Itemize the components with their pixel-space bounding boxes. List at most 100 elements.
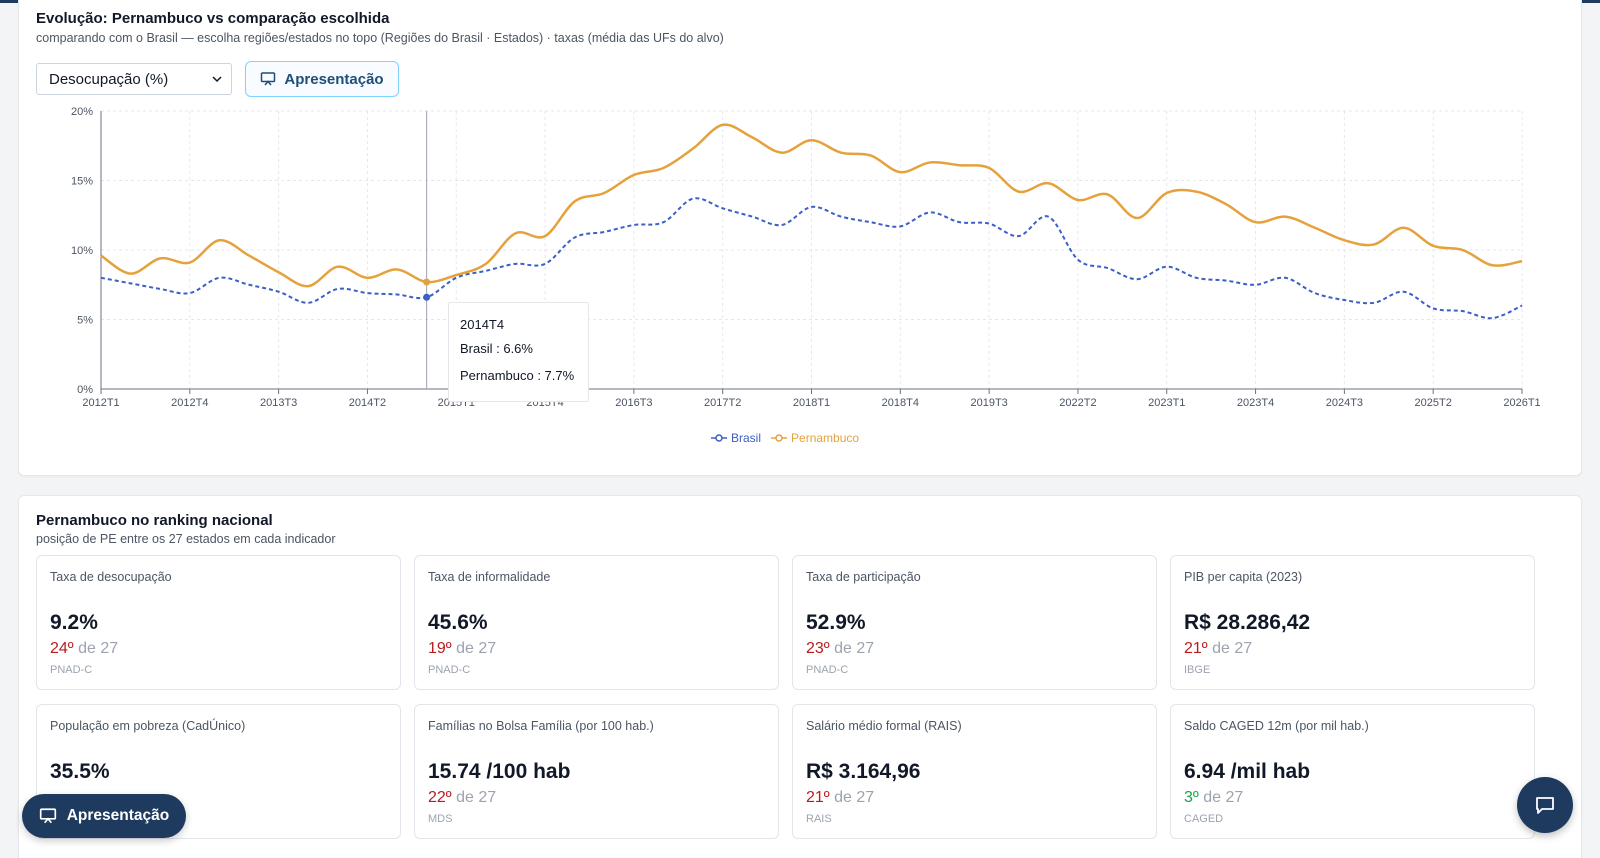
stat-rank-position: 3º: [1184, 789, 1199, 806]
stat-source: PNAD-C: [806, 664, 849, 676]
x-tick-label: 2022T2: [1059, 397, 1096, 409]
stat-value: 52.9%: [806, 611, 866, 634]
floating-presentation-button[interactable]: Apresentação: [22, 794, 186, 838]
stat-rank: 22º de 27: [428, 789, 496, 807]
stat-value: 9.2%: [50, 611, 98, 634]
tooltip-pernambuco: Pernambuco : 7.7%: [460, 368, 575, 383]
stat-rank-position: 22º: [428, 789, 452, 806]
y-tick-label: 5%: [77, 315, 93, 327]
x-tick-label: 2018T4: [882, 397, 919, 409]
stat-value: R$ 28.286,42: [1184, 611, 1311, 634]
x-tick-label: 2025T2: [1415, 397, 1452, 409]
x-tick-label: 2023T4: [1237, 397, 1274, 409]
x-tick-label: 2012T1: [82, 397, 119, 409]
legend-marker-pernambuco: [771, 434, 788, 442]
metric-select-value: Desocupação (%): [49, 70, 169, 88]
ranking-stat-card: Famílias no Bolsa Família (por 100 hab.)…: [414, 704, 779, 839]
stat-rank: 3º de 27: [1184, 789, 1243, 807]
ranking-stat-card: Taxa de informalidade 45.6% 19º de 27 PNAD-…: [414, 555, 779, 690]
stat-rank: 21º de 27: [1184, 640, 1252, 658]
x-tick-label: 2012T4: [171, 397, 208, 409]
stat-source: CAGED: [1184, 813, 1224, 825]
x-tick-label: 2024T3: [1326, 397, 1363, 409]
stat-source: MDS: [428, 813, 453, 825]
chat-icon: [1536, 797, 1554, 814]
chart-legend: Brasil Pernambuco: [711, 431, 859, 445]
stat-value: R$ 3.164,96: [806, 760, 921, 783]
chart-subtitle: comparando com o Brasil — escolha regiõe…: [36, 31, 724, 45]
stat-rank-position: 21º: [806, 789, 830, 806]
ranking-stat-card: Salário médio formal (RAIS) R$ 3.164,96 21…: [792, 704, 1157, 839]
stat-rank-position: 24º: [50, 640, 74, 657]
stat-rank-position: 19º: [428, 640, 452, 657]
hover-point-pernambuco: [423, 278, 431, 286]
x-tick-label: 2026T1: [1503, 397, 1540, 409]
x-tick-label: 2013T3: [260, 397, 297, 409]
stat-value: 15.74 /100 hab: [428, 760, 571, 783]
metric-select[interactable]: Desocupação (%): [36, 63, 232, 95]
stat-rank: 19º de 27: [428, 640, 496, 658]
stat-value: 35.5%: [50, 760, 110, 783]
legend-item-brasil[interactable]: Brasil: [711, 431, 761, 445]
stat-rank-position: 23º: [806, 640, 830, 657]
stat-label: Taxa de informalidade: [428, 570, 551, 584]
stat-label: População em pobreza (CadÚnico): [50, 719, 246, 733]
legend-label-pernambuco: Pernambuco: [791, 431, 860, 445]
x-tick-label: 2014T2: [349, 397, 386, 409]
x-tick-label: 2019T3: [970, 397, 1007, 409]
ranking-card: Pernambuco no ranking nacional posição d…: [18, 495, 1582, 858]
stat-label: Taxa de desocupação: [50, 570, 172, 584]
stat-rank: 21º de 27: [806, 789, 874, 807]
tooltip-brasil: Brasil : 6.6%: [460, 341, 533, 356]
stat-value: 45.6%: [428, 611, 488, 634]
floating-presentation-label: Apresentação: [66, 807, 170, 824]
stat-rank-total: de 27: [1203, 789, 1244, 806]
presentation-button-label: Apresentação: [284, 70, 384, 88]
legend-item-pernambuco[interactable]: Pernambuco: [771, 431, 859, 445]
y-tick-label: 20%: [71, 106, 93, 118]
stat-source: PNAD-C: [428, 664, 471, 676]
y-tick-label: 15%: [71, 176, 93, 188]
tooltip-title: 2014T4: [460, 317, 505, 332]
stat-rank-total: de 27: [1212, 640, 1253, 657]
stat-label: PIB per capita (2023): [1184, 570, 1303, 584]
legend-label-brasil: Brasil: [731, 431, 762, 445]
presentation-icon: [261, 72, 276, 86]
presentation-icon: [39, 808, 56, 824]
stat-rank-position: 21º: [1184, 640, 1208, 657]
presentation-button[interactable]: Apresentação: [245, 61, 399, 97]
series-line-brasil: [100, 197, 1523, 320]
chart-card: Evolução: Pernambuco vs comparação escol…: [18, 0, 1582, 476]
stat-source: PNAD-C: [50, 664, 93, 676]
stat-rank: 23º de 27: [806, 640, 874, 658]
ranking-subtitle: posição de PE entre os 27 estados em cad…: [36, 532, 336, 546]
x-tick-label: 2023T1: [1148, 397, 1185, 409]
x-tick-label: 2016T3: [615, 397, 652, 409]
stat-rank: 24º de 27: [50, 640, 118, 658]
x-tick-label: 2018T1: [793, 397, 830, 409]
stat-rank-total: de 27: [456, 789, 497, 806]
stat-rank-total: de 27: [456, 640, 497, 657]
y-tick-label: 10%: [71, 245, 93, 257]
stat-label: Famílias no Bolsa Família (por 100 hab.): [428, 719, 654, 733]
legend-marker-brasil: [711, 434, 727, 442]
line-chart[interactable]: 0% 5% 10% 15% 20% 2012T1 2012T4 2013T3 2014T2 201…: [19, 105, 1583, 425]
stat-rank-total: de 27: [834, 789, 875, 806]
ranking-stat-card: Saldo CAGED 12m (por mil hab.) 6.94 /mil …: [1170, 704, 1535, 839]
ranking-stat-card: Taxa de desocupação 9.2% 24º de 27 PNAD-C: [36, 555, 401, 690]
chat-button[interactable]: [1517, 777, 1573, 833]
chart-title: Evolução: Pernambuco vs comparação escol…: [36, 10, 390, 27]
stat-label: Taxa de participação: [806, 570, 921, 584]
x-tick-label: 2017T2: [704, 397, 741, 409]
stat-rank-total: de 27: [834, 640, 875, 657]
stat-rank-total: de 27: [78, 640, 119, 657]
stat-label: Salário médio formal (RAIS): [806, 719, 962, 733]
ranking-title: Pernambuco no ranking nacional: [36, 512, 273, 529]
y-tick-label: 0%: [77, 384, 93, 396]
hover-point-brasil: [423, 293, 431, 301]
stat-source: IBGE: [1184, 664, 1211, 676]
ranking-stat-card: Taxa de participação 52.9% 23º de 27 PNAD-C: [792, 555, 1157, 690]
stat-label: Saldo CAGED 12m (por mil hab.): [1184, 719, 1369, 733]
series-line-pernambuco: [100, 123, 1523, 288]
chevron-down-icon: [212, 76, 222, 83]
